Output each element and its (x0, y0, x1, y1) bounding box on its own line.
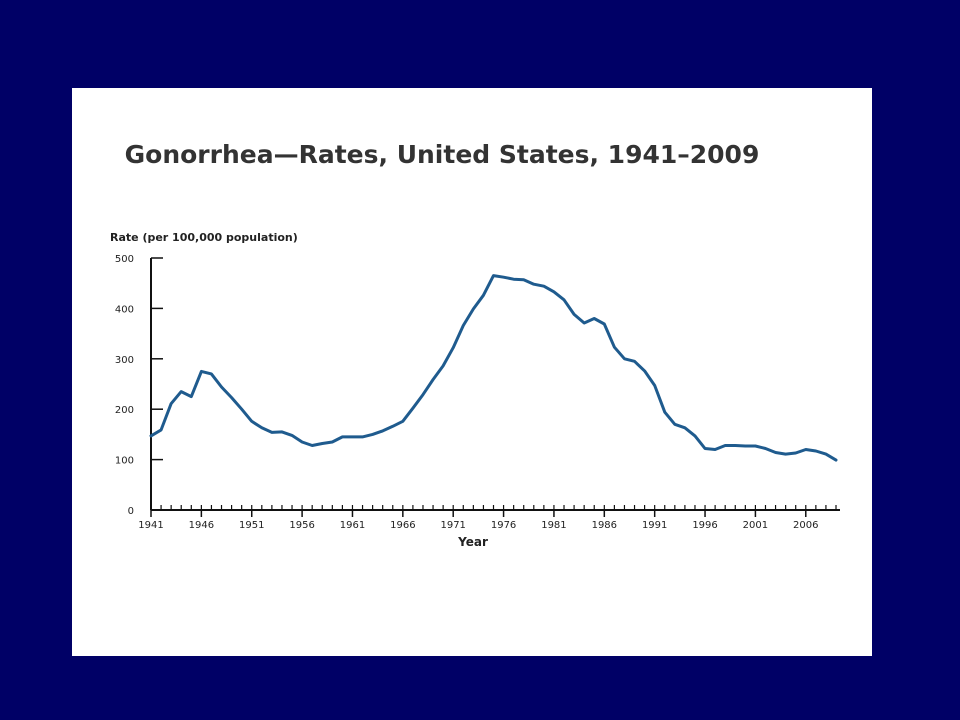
x-tick-label: 1966 (390, 520, 415, 531)
x-tick-label: 1971 (440, 520, 465, 531)
x-tick-label: 1961 (340, 520, 365, 531)
x-tick-label: 1941 (138, 520, 163, 531)
x-tick-label: 1996 (692, 520, 717, 531)
chart-panel: Gonorrhea—Rates, United States, 1941–200… (72, 88, 872, 656)
x-tick-label: 1981 (541, 520, 566, 531)
x-tick-label: 2006 (793, 520, 818, 531)
x-tick-label: 1991 (642, 520, 667, 531)
chart-plot: Rate (per 100,000 population) Year 0 100 2… (110, 231, 840, 549)
series-line (149, 274, 838, 462)
x-tick-label: 1986 (592, 520, 617, 531)
y-tick-label: 0 (128, 506, 134, 517)
y-tick-label: 400 (115, 304, 134, 315)
y-tick-label: 500 (115, 254, 134, 265)
y-tick-label: 200 (115, 405, 134, 416)
y-tick-label: 100 (115, 456, 134, 467)
series-group (149, 274, 838, 462)
x-tick-label: 1976 (491, 520, 516, 531)
chart-title: Gonorrhea—Rates, United States, 1941–200… (124, 140, 760, 169)
y-axis-label: Rate (per 100,000 population) (110, 231, 298, 244)
x-tick-label: 2001 (743, 520, 768, 531)
x-axis-label: Year (457, 535, 488, 549)
y-tick-label: 300 (115, 355, 134, 366)
axes: 0 100 200 300 400 500 1941 1946 1951 1956 1961 1966… (115, 254, 840, 531)
x-tick-label: 1946 (189, 520, 214, 531)
x-tick-label: 1951 (239, 520, 264, 531)
x-tick-label: 1956 (289, 520, 314, 531)
